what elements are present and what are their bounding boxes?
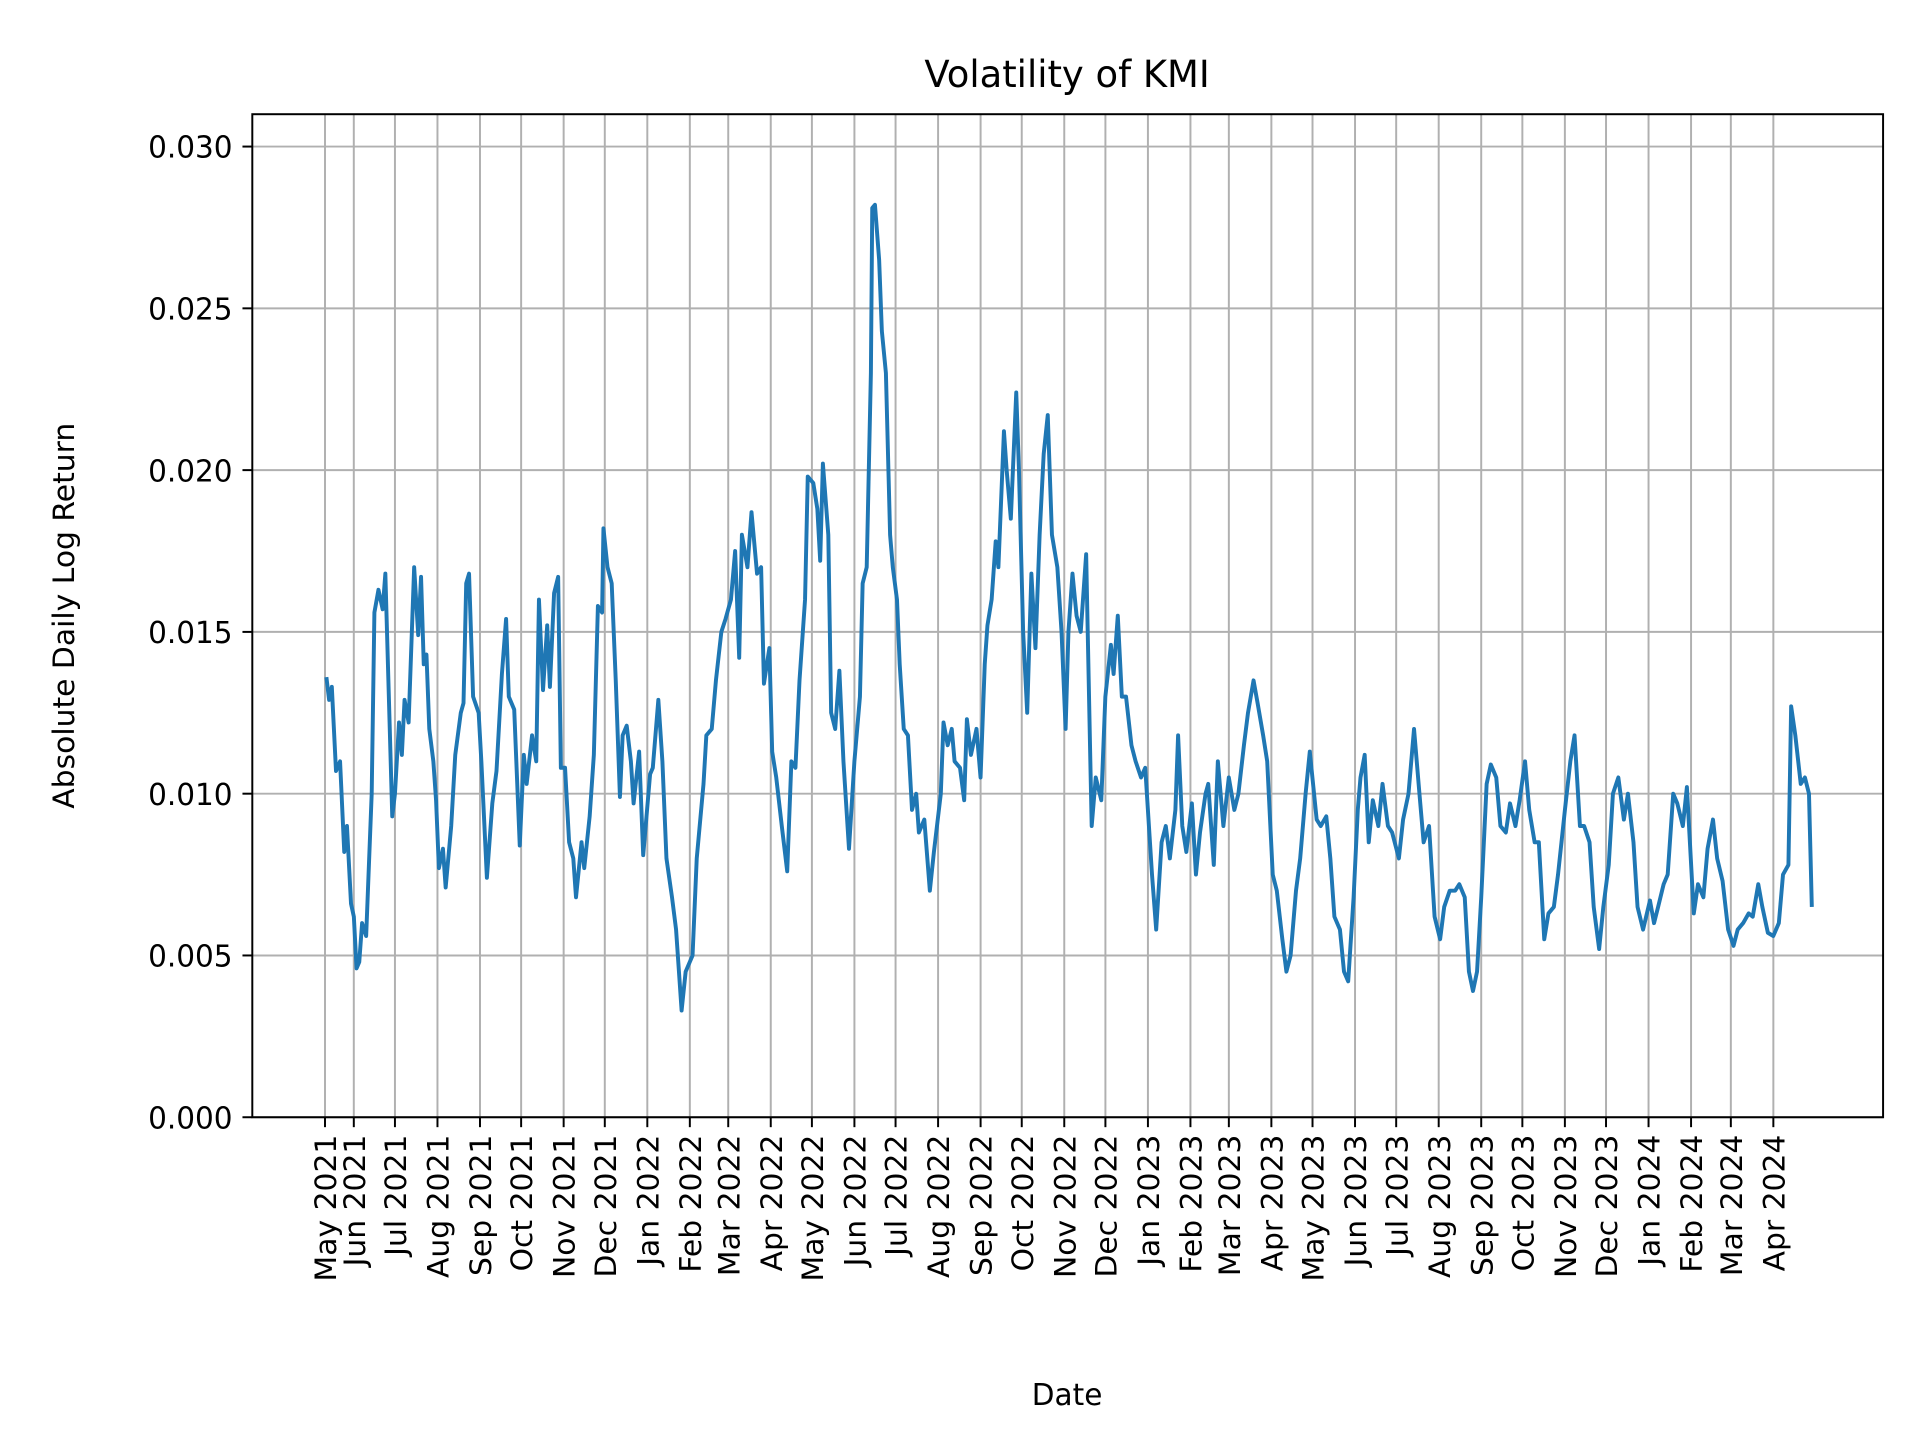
x-tick-label: Nov 2021 (547, 1135, 582, 1278)
x-tick-label: Jun 2023 (1338, 1135, 1373, 1269)
y-tick-label: 0.015 (148, 615, 233, 650)
x-tick-label: Oct 2021 (504, 1135, 539, 1272)
x-tick-label: Aug 2022 (921, 1135, 956, 1278)
x-tick-label: Jun 2022 (838, 1135, 873, 1269)
x-tick-label: Dec 2023 (1589, 1135, 1624, 1278)
x-axis-label: Date (1032, 1377, 1103, 1412)
x-tick-label: Apr 2024 (1757, 1135, 1792, 1272)
x-tick-label: Jan 2022 (631, 1135, 666, 1268)
x-tick-label: Aug 2023 (1422, 1135, 1457, 1278)
y-tick-label: 0.000 (148, 1100, 233, 1135)
x-tick-label: Sep 2021 (463, 1135, 498, 1276)
y-axis-label: Absolute Daily Log Return (46, 423, 81, 809)
chart-title: Volatility of KMI (924, 53, 1209, 96)
x-tick-label: Feb 2024 (1674, 1135, 1709, 1273)
y-tick-label: 0.025 (148, 291, 233, 326)
x-tick-label: Jul 2021 (378, 1135, 413, 1258)
x-tick-label: Jan 2023 (1131, 1135, 1166, 1268)
y-tick-label: 0.030 (148, 130, 233, 165)
x-tick-label: Sep 2022 (964, 1135, 999, 1276)
y-tick-label: 0.005 (148, 939, 233, 974)
x-tick-label: Apr 2023 (1255, 1135, 1290, 1272)
x-tick-label: Jul 2022 (879, 1135, 914, 1258)
ticks: 0.000 0.005 0.010 0.015 0.020 0.025 0.030 May 2… (148, 130, 1791, 1282)
x-tick-label: Apr 2022 (754, 1135, 789, 1272)
x-tick-label: Mar 2023 (1212, 1135, 1247, 1276)
grid (252, 114, 1884, 1119)
x-tick-label: Dec 2022 (1089, 1135, 1124, 1278)
x-tick-label: Dec 2021 (588, 1135, 623, 1278)
volatility-line (324, 202, 1814, 1013)
x-tick-label: Oct 2022 (1005, 1135, 1040, 1272)
x-tick-label: Nov 2022 (1047, 1135, 1082, 1278)
x-tick-label: May 2021 (308, 1135, 343, 1282)
x-tick-label: Jul 2023 (1379, 1135, 1414, 1258)
x-tick-label: Nov 2023 (1548, 1135, 1583, 1278)
x-tick-label: Sep 2023 (1464, 1135, 1499, 1276)
x-tick-label: Jun 2021 (337, 1135, 372, 1269)
x-tick-label: Feb 2023 (1174, 1135, 1209, 1273)
x-tick-label: May 2022 (795, 1135, 830, 1282)
x-tick-label: Mar 2024 (1714, 1135, 1749, 1276)
x-tick-label: Oct 2023 (1506, 1135, 1541, 1272)
x-tick-label: Aug 2021 (421, 1135, 456, 1278)
x-tick-label: Jan 2024 (1632, 1135, 1667, 1268)
y-tick-label: 0.010 (148, 777, 233, 812)
plot-frame (251, 113, 1885, 1119)
x-tick-label: Mar 2022 (711, 1135, 746, 1276)
x-tick-label: Feb 2022 (673, 1135, 708, 1273)
series-layer (324, 202, 1814, 1013)
x-tick-label: May 2023 (1296, 1135, 1331, 1282)
y-tick-label: 0.020 (148, 453, 233, 488)
